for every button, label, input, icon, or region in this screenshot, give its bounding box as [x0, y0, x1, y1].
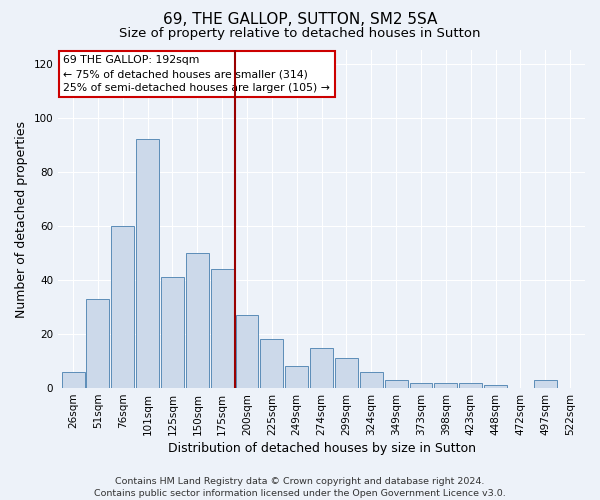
- Bar: [136, 140, 159, 388]
- Bar: [211, 269, 233, 388]
- Text: 69, THE GALLOP, SUTTON, SM2 5SA: 69, THE GALLOP, SUTTON, SM2 5SA: [163, 12, 437, 28]
- Bar: [310, 348, 333, 388]
- Bar: [260, 340, 283, 388]
- Bar: [62, 372, 85, 388]
- Bar: [484, 386, 507, 388]
- Bar: [459, 382, 482, 388]
- Bar: [286, 366, 308, 388]
- Bar: [236, 315, 259, 388]
- Bar: [534, 380, 557, 388]
- Bar: [434, 382, 457, 388]
- Text: 69 THE GALLOP: 192sqm
← 75% of detached houses are smaller (314)
25% of semi-det: 69 THE GALLOP: 192sqm ← 75% of detached …: [64, 55, 331, 93]
- Text: Contains HM Land Registry data © Crown copyright and database right 2024.
Contai: Contains HM Land Registry data © Crown c…: [94, 476, 506, 498]
- Bar: [360, 372, 383, 388]
- Bar: [86, 299, 109, 388]
- Bar: [410, 382, 433, 388]
- Bar: [112, 226, 134, 388]
- Bar: [161, 277, 184, 388]
- Bar: [186, 253, 209, 388]
- Bar: [385, 380, 407, 388]
- Bar: [335, 358, 358, 388]
- X-axis label: Distribution of detached houses by size in Sutton: Distribution of detached houses by size …: [167, 442, 476, 455]
- Text: Size of property relative to detached houses in Sutton: Size of property relative to detached ho…: [119, 28, 481, 40]
- Y-axis label: Number of detached properties: Number of detached properties: [15, 120, 28, 318]
